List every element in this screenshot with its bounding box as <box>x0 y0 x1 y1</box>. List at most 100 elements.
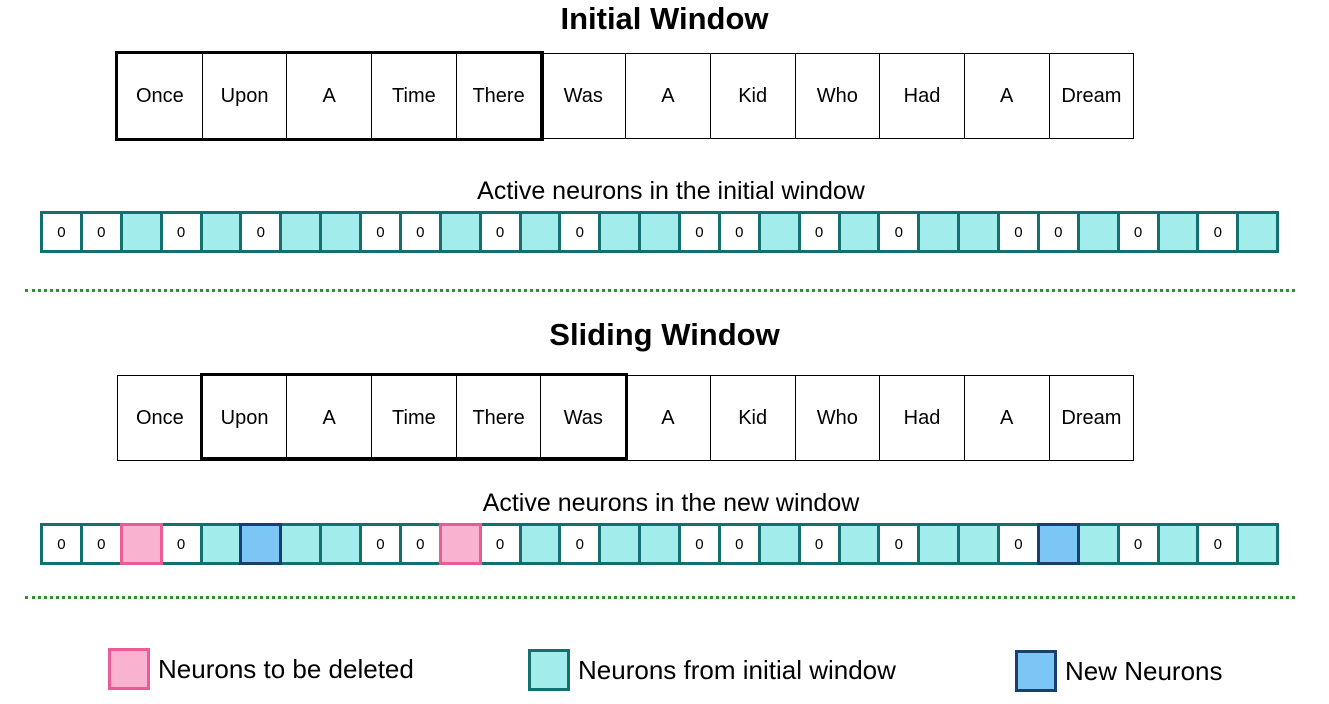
initial-neuron-inactive: 0 <box>1196 211 1240 253</box>
legend-label-deleted: Neurons to be deleted <box>158 653 414 684</box>
initial-neuron-active <box>917 211 961 253</box>
initial-word-cell: Had <box>879 53 965 139</box>
sliding-word-cell: Who <box>794 375 881 461</box>
sliding-word-cell: Once <box>117 375 203 461</box>
sliding-neuron-inactive: 0 <box>398 523 442 565</box>
sliding-word-row: Once Upon A Time There Was A Kid Who Had A Dream <box>117 375 1135 461</box>
initial-neuron-active <box>837 211 881 253</box>
sliding-window-title: Sliding Window <box>549 317 780 352</box>
initial-neuron-active <box>119 211 163 253</box>
initial-word-row: Once Upon A Time There Was A Kid Who Had A Dream <box>117 53 1135 139</box>
initial-window-title: Initial Window <box>560 1 769 36</box>
initial-neuron-active <box>1076 211 1120 253</box>
sliding-neuron-active <box>319 523 362 565</box>
legend-item-new: New Neurons <box>1015 649 1223 693</box>
initial-neuron-inactive: 0 <box>1036 211 1080 253</box>
initial-neuron-swatch <box>528 649 570 691</box>
initial-neuron-active <box>638 211 681 253</box>
legend-label-initial: Neurons from initial window <box>578 654 896 685</box>
sliding-word-cell: Upon <box>201 375 288 461</box>
initial-neuron-inactive: 0 <box>877 211 921 253</box>
sliding-neuron-active <box>1076 523 1120 565</box>
initial-neuron-inactive: 0 <box>558 211 602 253</box>
sliding-neuron-inactive: 0 <box>877 523 921 565</box>
sliding-neuron-active <box>1236 523 1280 565</box>
initial-word-cell: Upon <box>201 53 288 139</box>
sliding-neuron-inactive: 0 <box>40 523 83 565</box>
deleted-neuron-swatch <box>108 648 150 690</box>
sliding-word-cell: Kid <box>709 375 796 461</box>
sliding-word-cell: A <box>286 375 373 461</box>
sliding-neurons-label: Active neurons in the new window <box>482 489 860 517</box>
legend-item-deleted: Neurons to be deleted <box>108 647 414 691</box>
new-neuron-swatch <box>1015 650 1057 692</box>
sliding-neuron-new <box>1036 523 1080 565</box>
sliding-neuron-active <box>279 523 323 565</box>
legend-label-new: New Neurons <box>1065 655 1223 686</box>
initial-neuron-inactive: 0 <box>997 211 1040 253</box>
initial-neuron-active <box>957 211 1000 253</box>
sliding-word-cell: Had <box>879 375 965 461</box>
initial-neuron-inactive: 0 <box>359 211 402 253</box>
divider-top <box>25 289 1295 292</box>
sliding-neuron-inactive: 0 <box>1116 523 1160 565</box>
initial-word-cell: Kid <box>709 53 796 139</box>
sliding-word-cell: Dream <box>1048 375 1135 461</box>
initial-neuron-active <box>1236 211 1280 253</box>
sliding-neuron-new <box>239 523 283 565</box>
sliding-neuron-active <box>518 523 562 565</box>
initial-neuron-active <box>199 211 243 253</box>
initial-neuron-inactive: 0 <box>797 211 841 253</box>
sliding-neuron-inactive: 0 <box>79 523 123 565</box>
initial-word-cell: Once <box>117 53 203 139</box>
sliding-neuron-active <box>837 523 881 565</box>
initial-word-cell: Time <box>371 53 457 139</box>
initial-word-cell: A <box>963 53 1050 139</box>
initial-neuron-inactive: 0 <box>398 211 442 253</box>
sliding-neuron-active <box>638 523 681 565</box>
sliding-neuron-deleted <box>438 523 482 565</box>
initial-neuron-active <box>438 211 482 253</box>
initial-neuron-inactive: 0 <box>478 211 522 253</box>
initial-word-cell: A <box>625 53 711 139</box>
sliding-neuron-inactive: 0 <box>797 523 841 565</box>
sliding-word-cell: A <box>963 375 1050 461</box>
sliding-neuron-active <box>917 523 961 565</box>
sliding-word-cell: Was <box>540 375 627 461</box>
initial-neuron-active <box>319 211 362 253</box>
sliding-neuron-inactive: 0 <box>478 523 522 565</box>
sliding-neuron-active <box>757 523 801 565</box>
initial-neuron-active <box>757 211 801 253</box>
initial-neuron-active <box>518 211 562 253</box>
sliding-neuron-active <box>199 523 243 565</box>
sliding-neuron-inactive: 0 <box>1196 523 1240 565</box>
initial-word-cell: A <box>286 53 373 139</box>
sliding-word-cell: There <box>455 375 542 461</box>
initial-word-cell: There <box>455 53 542 139</box>
sliding-neuron-inactive: 0 <box>558 523 602 565</box>
sliding-neuron-inactive: 0 <box>997 523 1040 565</box>
sliding-word-cell: A <box>625 375 711 461</box>
sliding-neuron-inactive: 0 <box>678 523 721 565</box>
initial-neuron-inactive: 0 <box>239 211 283 253</box>
initial-neurons-label: Active neurons in the initial window <box>477 177 865 205</box>
sliding-neuron-inactive: 0 <box>359 523 402 565</box>
sliding-neuron-inactive: 0 <box>159 523 203 565</box>
sliding-neuron-active <box>1156 523 1200 565</box>
initial-neuron-active <box>598 211 642 253</box>
sliding-neuron-active <box>957 523 1000 565</box>
initial-neuron-inactive: 0 <box>79 211 123 253</box>
sliding-neuron-active <box>598 523 642 565</box>
initial-word-cell: Was <box>540 53 627 139</box>
initial-word-cell: Dream <box>1048 53 1135 139</box>
initial-neuron-inactive: 0 <box>159 211 203 253</box>
sliding-word-cell: Time <box>371 375 457 461</box>
sliding-neuron-deleted <box>119 523 163 565</box>
initial-neuron-inactive: 0 <box>40 211 83 253</box>
legend-item-initial: Neurons from initial window <box>528 648 896 692</box>
sliding-neuron-inactive: 0 <box>717 523 761 565</box>
initial-neuron-inactive: 0 <box>678 211 721 253</box>
initial-neuron-active <box>279 211 323 253</box>
